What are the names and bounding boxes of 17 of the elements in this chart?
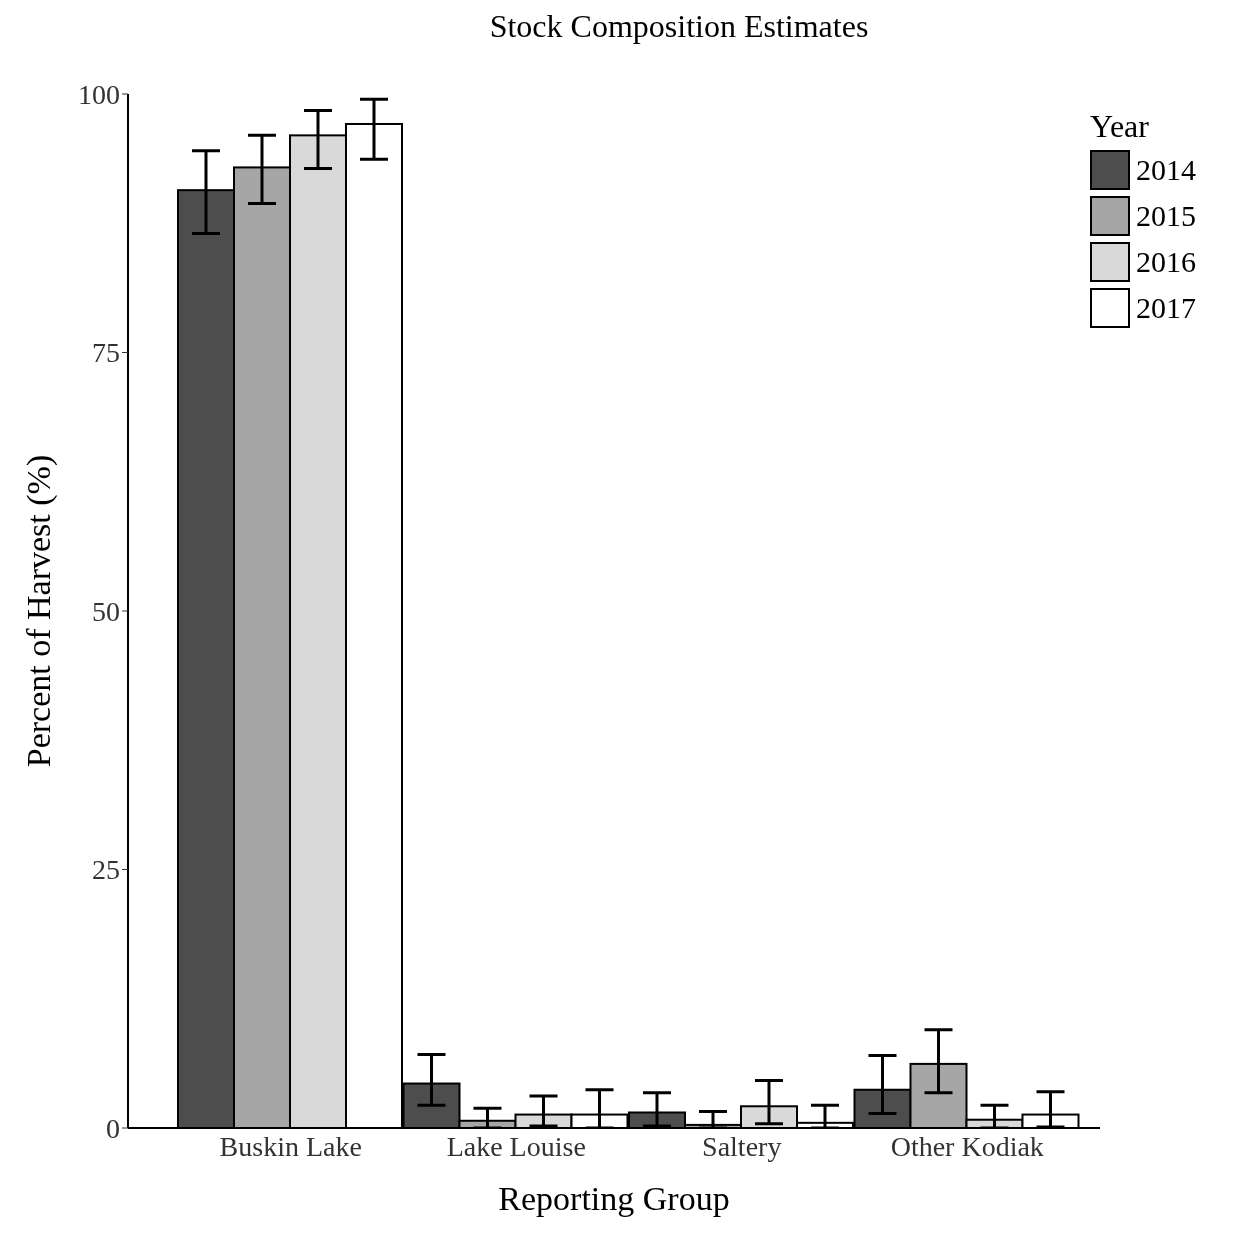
legend-label: 2015 bbox=[1136, 199, 1196, 233]
legend-title: Year bbox=[1090, 108, 1150, 145]
legend-label: 2016 bbox=[1136, 245, 1196, 279]
y-tick-label: 75 bbox=[92, 337, 120, 369]
y-tick-label: 100 bbox=[78, 78, 120, 110]
legend-label: 2017 bbox=[1136, 291, 1196, 325]
y-tick-label: 50 bbox=[92, 595, 120, 627]
x-tick-label: Lake Louise bbox=[446, 1130, 586, 1162]
x-tick-label: Buskin Lake bbox=[219, 1130, 362, 1162]
y-tick-label: 25 bbox=[92, 854, 120, 886]
legend-label: 2014 bbox=[1136, 153, 1196, 187]
x-tick-label: Saltery bbox=[702, 1130, 782, 1162]
y-axis-title: Percent of Harvest (%) bbox=[20, 454, 59, 768]
x-axis-title: Reporting Group bbox=[498, 1180, 730, 1217]
chart-title: Stock Composition Estimates bbox=[488, 8, 870, 46]
x-tick-label: Other Kodiak bbox=[890, 1130, 1044, 1162]
y-tick-label: 0 bbox=[106, 1112, 120, 1144]
